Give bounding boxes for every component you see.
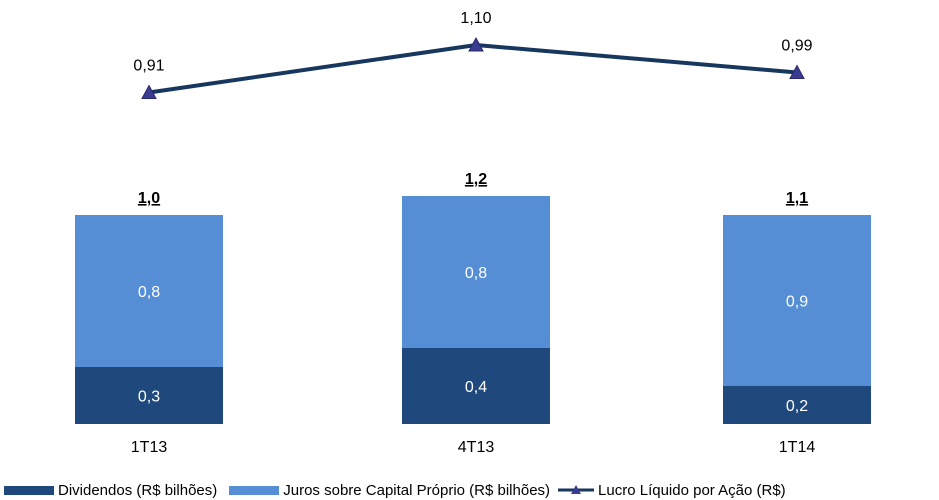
legend-label-juros: Juros sobre Capital Próprio (R$ bilhões) — [283, 481, 551, 499]
category-label-1T13: 1T13 — [131, 439, 168, 456]
legend-label-dividendos: Dividendos (R$ bilhões) — [58, 481, 218, 499]
bar-value-label-juros-4T13: 0,8 — [465, 265, 487, 282]
bar-value-label-juros-1T14: 0,9 — [786, 294, 808, 311]
bar-value-label-dividendos-1T14: 0,2 — [786, 398, 808, 415]
legend-item-dividendos: Dividendos (R$ bilhões) — [4, 482, 217, 499]
line-value-label-1T14: 0,99 — [781, 38, 812, 55]
bar-juros-1T13 — [75, 215, 223, 367]
category-label-4T13: 4T13 — [458, 439, 495, 456]
bar-juros-4T13 — [402, 196, 550, 348]
legend-label-lucro: Lucro Líquido por Ação (R$) — [598, 481, 786, 499]
bar-dividendos-1T14 — [723, 386, 871, 424]
line-marker-1T14 — [789, 64, 805, 79]
bar-value-label-dividendos-4T13: 0,4 — [465, 379, 487, 396]
total-label-1T14: 1,1 — [786, 190, 808, 207]
bar-value-label-juros-1T13: 0,8 — [138, 284, 160, 301]
line-value-label-1T13: 0,91 — [133, 58, 164, 75]
line-lucro-por-acao — [148, 42, 798, 95]
bar-juros-1T14 — [723, 215, 871, 386]
legend-swatch-juros — [229, 485, 280, 495]
legend: Dividendos (R$ bilhões) Juros sobre Capi… — [0, 480, 939, 500]
category-label-1T14: 1T14 — [779, 439, 816, 456]
total-label-1T13: 1,0 — [138, 190, 160, 207]
total-label-4T13: 1,2 — [465, 171, 487, 188]
bar-value-label-dividendos-1T13: 0,3 — [138, 389, 160, 406]
chart: 0,3 0,8 1,0 1T13 0,4 0,8 1,2 4T13 0,2 0,9 1,1 1T14 0… — [75, 10, 871, 456]
line-marker-1T13 — [141, 84, 157, 99]
legend-swatch-lucro — [558, 485, 595, 494]
line-marker-4T13 — [468, 36, 484, 52]
bar-dividendos-1T13 — [75, 367, 223, 424]
line-value-label-4T13: 1,10 — [460, 10, 491, 27]
legend-swatch-dividendos — [4, 485, 54, 495]
bar-dividendos-4T13 — [402, 348, 550, 424]
legend-item-juros: Juros sobre Capital Próprio (R$ bilhões) — [229, 482, 550, 499]
legend-item-lucro: Lucro Líquido por Ação (R$) — [558, 482, 786, 499]
